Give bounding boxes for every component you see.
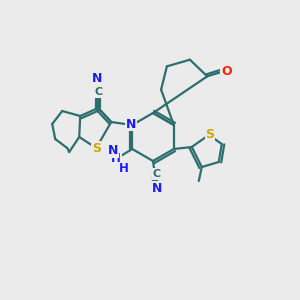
Text: S: S: [92, 142, 101, 154]
Text: O: O: [221, 65, 232, 78]
Text: H: H: [111, 152, 121, 164]
Text: C: C: [153, 169, 161, 179]
Text: C: C: [94, 87, 102, 97]
Text: N: N: [126, 118, 136, 130]
Text: H: H: [119, 163, 129, 176]
Text: S: S: [205, 128, 214, 140]
Text: N: N: [152, 182, 162, 194]
Text: N: N: [92, 73, 102, 85]
Text: N: N: [108, 145, 119, 158]
